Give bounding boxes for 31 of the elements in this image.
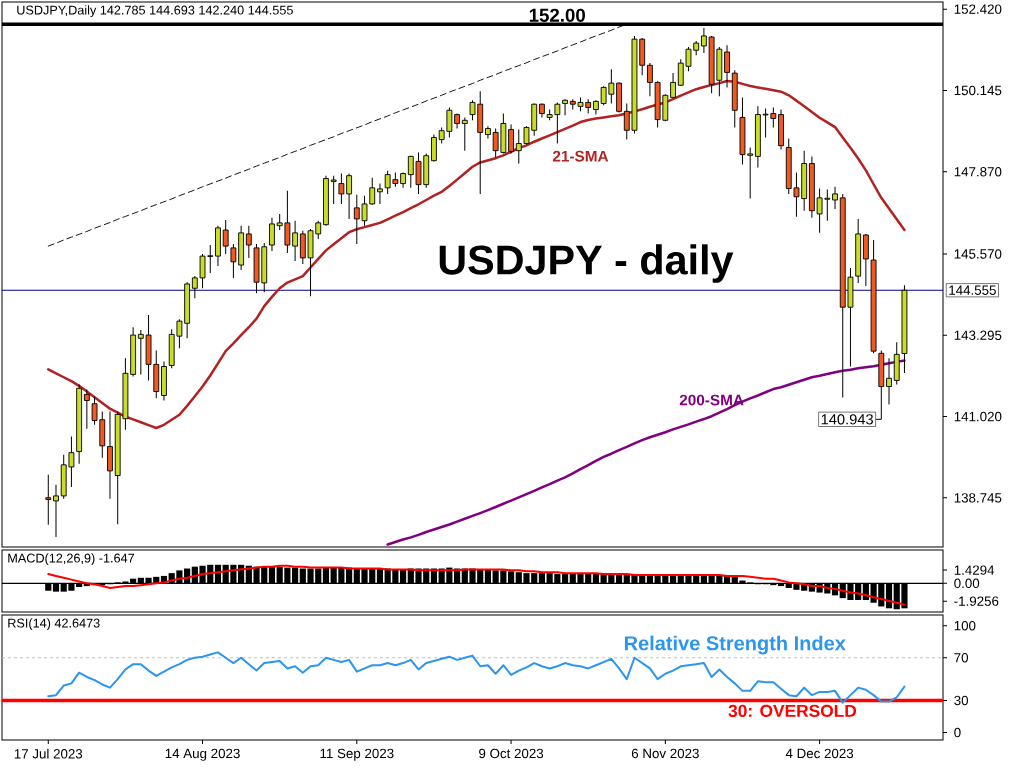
x-tick-label: 17 Jul 2023 — [14, 748, 83, 759]
y-tick-label: 147.870 — [954, 167, 1002, 177]
chart-title: USDJPY,Daily 142.785 144.693 142.240 144.555 — [17, 5, 293, 18]
y-tick-label: -1.9256 — [954, 596, 999, 606]
x-tick-label: 14 Aug 2023 — [165, 748, 240, 761]
y-tick-label: 0.00 — [954, 578, 980, 589]
y-tick-label: 30 — [954, 695, 969, 706]
y-tick-label: 143.295 — [954, 330, 1002, 340]
y-tick-label: 145.570 — [954, 249, 1002, 259]
series-label: Relative Strength Index — [624, 635, 846, 655]
series-label: 21-SMA — [552, 150, 609, 162]
y-tick-label: 70 — [954, 653, 969, 663]
x-tick-label: 4 Dec 2023 — [785, 748, 854, 759]
chart-title: RSI(14) 42.6473 — [8, 618, 100, 631]
series-label: 200-SMA — [679, 394, 744, 406]
y-tick-label: 152.420 — [954, 4, 1002, 14]
ref-line-label: 144.555 — [949, 285, 996, 295]
chart-title: MACD(12,26,9) -1.647 — [8, 553, 135, 566]
y-tick-label: 150.145 — [954, 85, 1002, 96]
y-tick-label: 1.4294 — [954, 565, 995, 575]
annotation: 140.943 — [821, 414, 873, 425]
x-tick-label: 9 Oct 2023 — [479, 748, 544, 759]
ref-line-label: 152.00 — [529, 8, 585, 22]
x-tick-label: 6 Nov 2023 — [631, 748, 699, 759]
y-tick-label: 141.020 — [954, 411, 1002, 422]
y-tick-label: 0 — [954, 727, 961, 738]
x-tick-label: 11 Sep 2023 — [320, 748, 394, 761]
y-tick-label: 138.745 — [954, 493, 1002, 503]
y-tick-label: 100 — [954, 620, 976, 631]
annotation: USDJPY - daily — [439, 244, 734, 283]
ref-line-label: 30: OVERSOLD — [728, 704, 857, 718]
